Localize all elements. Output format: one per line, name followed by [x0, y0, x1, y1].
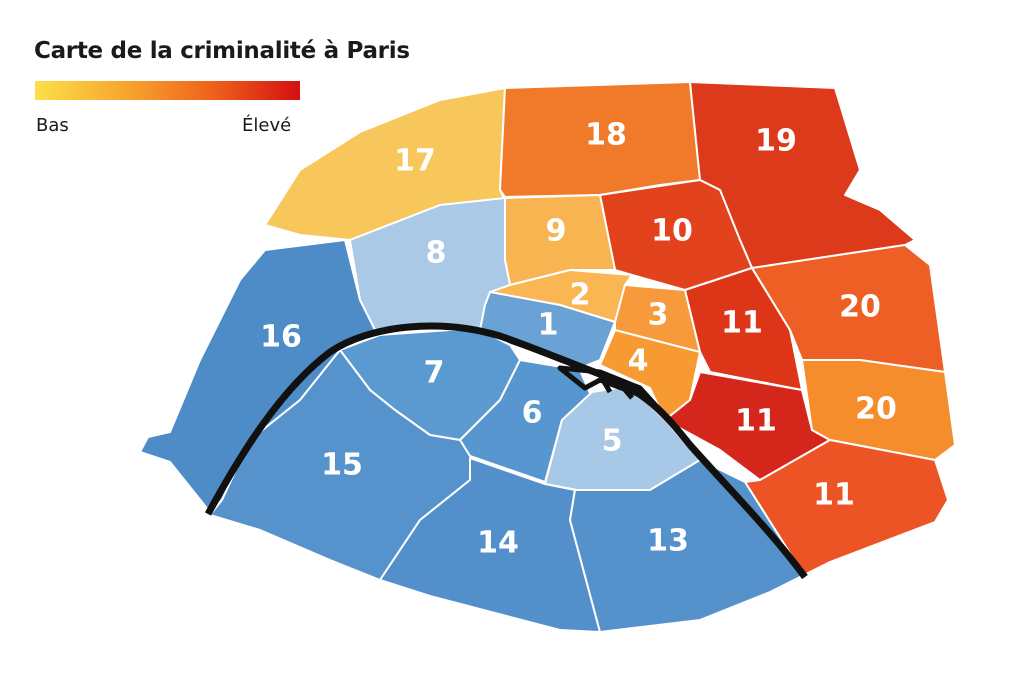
arrondissement-label: 11 [813, 478, 855, 513]
ile-de-la-cite [557, 365, 663, 413]
arrondissement-label: 8 [426, 236, 447, 271]
arrondissement-label: 19 [755, 124, 797, 159]
arrondissement-label: 15 [321, 448, 363, 483]
arrondissement-label: 11 [721, 306, 763, 341]
arrondissement-label: 5 [602, 424, 623, 459]
arrondissement-label: 2 [570, 278, 591, 313]
arrondissement-label: 1 [538, 308, 559, 343]
map-title: Carte de la criminalité à Paris [34, 38, 410, 64]
arrondissement-label: 10 [651, 214, 693, 249]
arrondissement-13 [569, 459, 831, 633]
arrondissement-label: 20 [839, 290, 881, 325]
legend-high-label: Élevé [242, 115, 292, 136]
arrondissement-label: 17 [394, 144, 436, 179]
arrondissement-label: 11 [735, 404, 777, 439]
arrondissement-label: 20 [855, 392, 897, 427]
arrondissement-label: 4 [628, 344, 649, 379]
arrondissement-20 [801, 359, 956, 461]
arrondissement-label: 7 [424, 356, 445, 391]
arrondissement-label: 16 [260, 320, 302, 355]
arrondissement-label: 3 [648, 298, 669, 333]
arrondissement-label: 6 [522, 396, 543, 431]
legend-low-label: Bas [36, 115, 69, 136]
arrondissement-label: 13 [647, 524, 689, 559]
arrondissement-label: 9 [546, 214, 567, 249]
legend-color-scale [35, 81, 300, 100]
arrondissement-label: 14 [477, 526, 519, 561]
arrondissement-label: 18 [585, 118, 627, 153]
seine-river [204, 322, 808, 580]
arrondissement-14 [379, 457, 601, 633]
